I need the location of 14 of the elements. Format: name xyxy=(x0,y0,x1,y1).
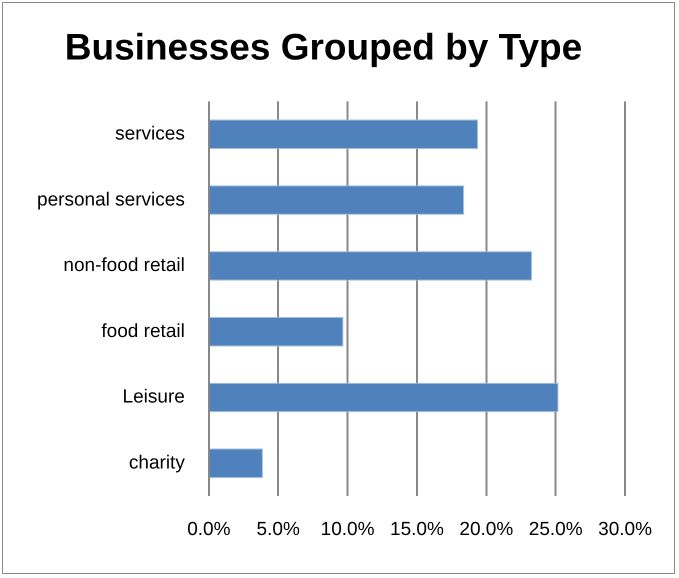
y-tick-label: food retail xyxy=(101,320,185,342)
x-tick-label: 30.0% xyxy=(598,518,652,540)
x-tick-label: 5.0% xyxy=(256,518,300,540)
x-tick-label: 20.0% xyxy=(459,518,514,540)
y-tick-label: charity xyxy=(128,452,186,474)
x-tick-label: 15.0% xyxy=(390,518,444,540)
y-tick-label: services xyxy=(115,124,185,145)
y-tick-label: non-food retail xyxy=(63,255,185,276)
chart-title: Businesses Grouped by Type xyxy=(64,26,582,68)
y-tick-label: Leisure xyxy=(122,386,185,408)
x-tick-label: 25.0% xyxy=(528,518,583,540)
x-tick-label: 0.0% xyxy=(187,518,231,540)
x-tick-label: 10.0% xyxy=(320,518,375,540)
y-tick-label: personal services xyxy=(37,189,185,210)
